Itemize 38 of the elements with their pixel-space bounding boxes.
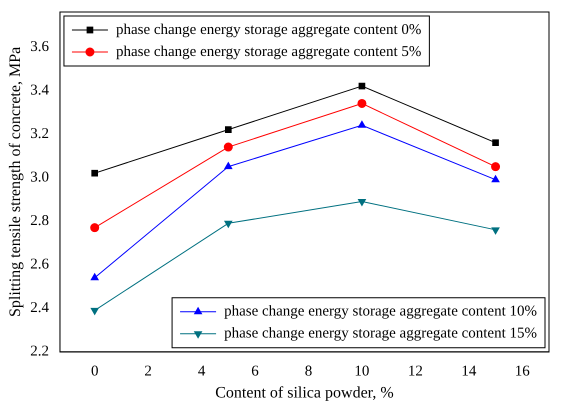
point — [491, 162, 500, 172]
x-tick-label: 0 — [90, 364, 98, 380]
y-tick-label: 2.8 — [30, 213, 49, 230]
point — [91, 170, 98, 177]
point — [358, 199, 366, 206]
x-tick-label: 8 — [304, 364, 312, 380]
x-tick-label: 12 — [408, 364, 423, 380]
y-tick-label: 3.6 — [30, 38, 50, 55]
x-tick-label: 6 — [251, 364, 260, 380]
point — [358, 120, 366, 128]
y-axis-title: Splitting tensile strength of concrete, MPa — [6, 46, 24, 317]
point — [492, 175, 500, 182]
legend-label: phase change energy storage aggregate content 0% — [116, 22, 422, 38]
legend-label: phase change energy storage aggregate content 5% — [116, 44, 422, 60]
y-tick-label: 2.2 — [30, 344, 49, 360]
x-tick-label: 14 — [461, 364, 477, 380]
legend-label: phase change energy storage aggregate content 15% — [224, 326, 537, 342]
y-tick-label: 2.6 — [30, 256, 50, 273]
point — [224, 220, 232, 228]
point — [492, 139, 499, 146]
point — [224, 142, 233, 152]
point — [224, 162, 232, 170]
x-axis-title: Content of silica powder, % — [215, 384, 394, 402]
point — [90, 308, 99, 315]
x-tick-label: 4 — [198, 364, 206, 380]
point — [358, 82, 366, 90]
y-tick-label: 2.4 — [30, 300, 50, 316]
legend-label: phase change energy storage aggregate content 10% — [224, 304, 537, 320]
point — [224, 126, 232, 133]
y-tick-label: 3.4 — [30, 82, 50, 98]
point — [357, 98, 366, 108]
x-tick-label: 10 — [354, 364, 370, 380]
x-tick-label: 2 — [144, 364, 152, 380]
point — [492, 227, 500, 234]
point — [90, 223, 100, 232]
x-tick-label: 16 — [514, 364, 530, 380]
y-tick-label: 3.0 — [30, 169, 49, 186]
y-tick-label: 3.2 — [30, 126, 49, 142]
